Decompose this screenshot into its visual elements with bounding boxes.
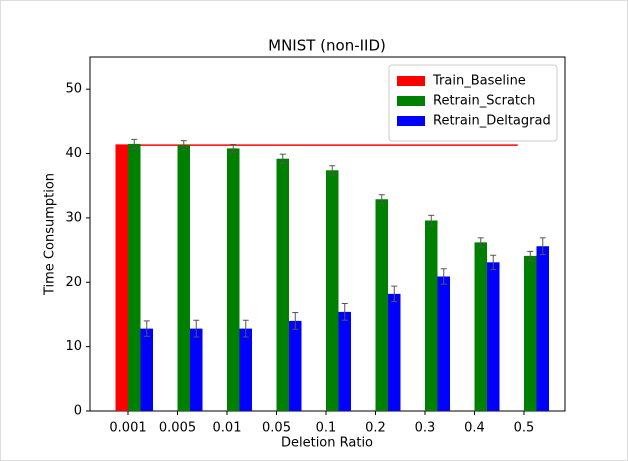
bar [190, 328, 203, 411]
y-tick-label: 0 [74, 404, 82, 419]
y-tick-label: 30 [65, 210, 82, 225]
bar [289, 320, 302, 411]
bar [474, 242, 487, 411]
x-tick-label: 0.5 [514, 421, 535, 436]
error-bar [391, 285, 398, 303]
y-axis-label: Time Consumption [43, 173, 58, 296]
bar [375, 199, 388, 411]
error-bar [131, 138, 138, 149]
error-bar [539, 237, 546, 256]
error-bar [279, 153, 286, 164]
x-tick-label: 0.005 [159, 421, 196, 436]
bar [437, 276, 450, 411]
error-bar [490, 254, 497, 270]
x-axis-label: Deletion Ratio [281, 436, 373, 451]
legend-swatch [397, 76, 425, 86]
y-tick-label: 40 [65, 146, 82, 161]
bar [326, 170, 339, 411]
bar [536, 246, 549, 411]
chart-title: MNIST (non-IID) [268, 37, 386, 55]
error-bar [292, 312, 299, 330]
y-tick-label: 20 [65, 275, 82, 290]
x-tick-label: 0.2 [365, 421, 386, 436]
error-bar [143, 320, 150, 337]
x-tick-label: 0.05 [262, 421, 291, 436]
bar [487, 262, 500, 411]
bar [338, 311, 351, 411]
y-tick-label: 50 [65, 82, 82, 97]
x-tick-label: 0.3 [415, 421, 436, 436]
error-bar [230, 144, 237, 153]
bar [425, 220, 438, 411]
legend-swatch [397, 96, 425, 106]
error-bar [527, 250, 534, 261]
error-bar [341, 303, 348, 321]
x-tick-label: 0.01 [213, 421, 242, 436]
legend-label: Retrain_Scratch [433, 94, 535, 109]
legend-label: Train_Baseline [432, 74, 526, 89]
x-tick-label: 0.001 [109, 421, 146, 436]
x-tick-label: 0.1 [316, 421, 337, 436]
error-bar [329, 165, 336, 176]
legend-box [388, 64, 558, 142]
bar [140, 328, 153, 411]
x-tick-label: 0.4 [464, 421, 485, 436]
bar [388, 293, 401, 411]
error-bar [193, 319, 200, 338]
error-bar [378, 194, 385, 205]
bar [239, 328, 252, 411]
legend-swatch [397, 116, 425, 126]
bar [524, 255, 537, 411]
bar [128, 143, 141, 411]
bar [177, 145, 190, 412]
bar [227, 148, 240, 411]
error-bar [428, 214, 435, 227]
y-tick-label: 10 [65, 339, 82, 354]
error-bar [440, 268, 447, 285]
error-bar [242, 319, 249, 338]
error-bar [477, 237, 484, 248]
legend-label: Retrain_Deltagrad [433, 114, 551, 129]
bar [276, 158, 289, 411]
bar [115, 145, 128, 412]
error-bar [180, 140, 187, 151]
